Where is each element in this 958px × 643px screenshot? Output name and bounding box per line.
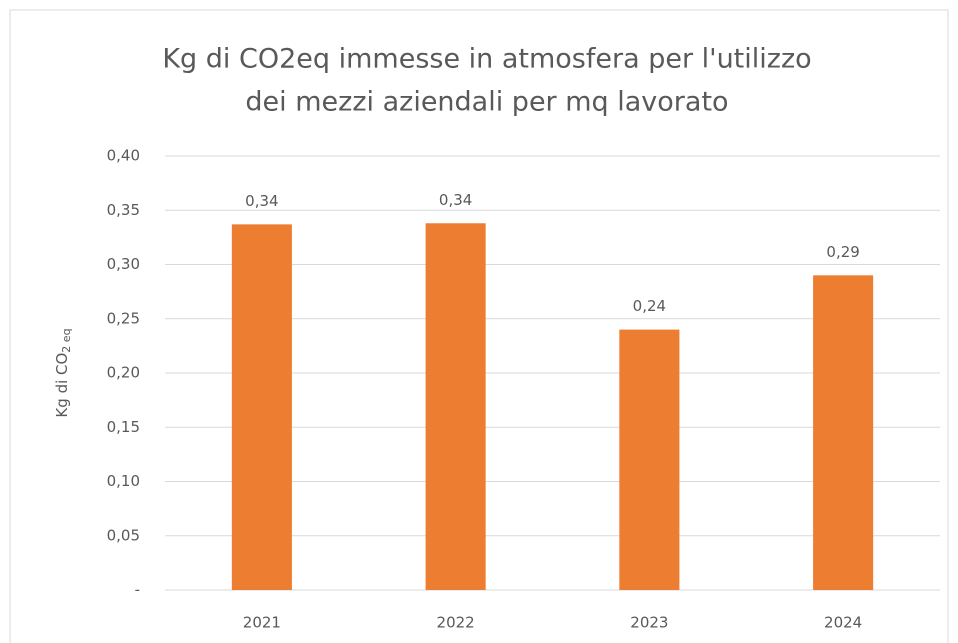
y-axis-label: Kg di CO2 eq — [53, 328, 74, 417]
bar — [813, 275, 874, 590]
y-tick-label: 0,40 — [107, 147, 140, 165]
y-tick-label: 0,05 — [107, 526, 140, 544]
y-tick-label: 0,25 — [107, 309, 140, 327]
x-tick-label: 2022 — [437, 614, 475, 632]
bar — [425, 223, 486, 590]
data-label: 0,29 — [826, 243, 859, 261]
y-tick-label: - — [135, 581, 140, 599]
x-tick-label: 2023 — [630, 614, 668, 632]
y-tick-label: 0,35 — [107, 201, 140, 219]
chart-title: Kg di CO2eq immesse in atmosfera per l'u… — [162, 44, 811, 75]
bar — [619, 329, 680, 590]
chart-title: dei mezzi aziendali per mq lavorato — [245, 87, 728, 118]
data-label: 0,24 — [633, 297, 666, 315]
y-tick-label: 0,10 — [107, 472, 140, 490]
y-axis-label-text: Kg di CO — [53, 353, 71, 418]
x-tick-label: 2021 — [243, 614, 281, 632]
x-tick-label: 2024 — [824, 614, 862, 632]
data-label: 0,34 — [439, 191, 472, 209]
bar — [231, 224, 292, 591]
y-tick-label: 0,20 — [107, 364, 140, 382]
y-axis-label-subscript: 2 eq — [60, 328, 73, 352]
y-tick-label: 0,30 — [107, 255, 140, 273]
y-tick-label: 0,15 — [107, 418, 140, 436]
data-label: 0,34 — [245, 192, 278, 210]
